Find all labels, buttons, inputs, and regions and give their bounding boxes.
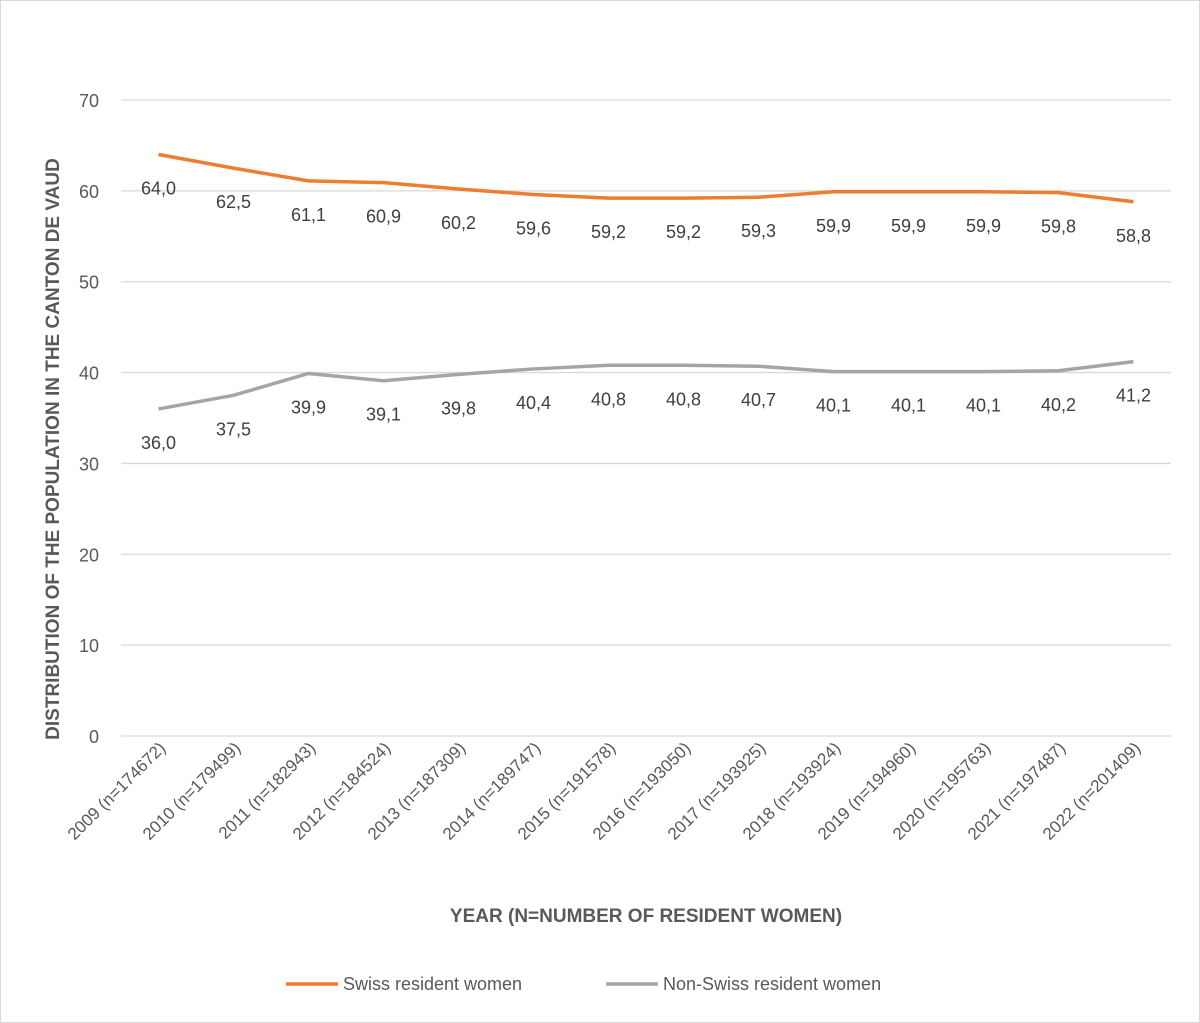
- data-label: 59,9: [816, 216, 851, 236]
- data-label: 40,4: [516, 393, 551, 413]
- data-label: 59,2: [591, 222, 626, 242]
- data-label: 59,2: [666, 222, 701, 242]
- data-label: 40,1: [966, 396, 1001, 416]
- data-label: 39,8: [441, 398, 476, 418]
- y-tick-label: 40: [79, 364, 99, 384]
- data-label: 61,1: [291, 205, 326, 225]
- series-line-non-swiss: [158, 359, 1134, 411]
- data-label: 62,5: [216, 192, 251, 212]
- data-label: 40,8: [591, 389, 626, 409]
- data-label: 40,2: [1041, 395, 1076, 415]
- legend: Swiss resident women Non-Swiss resident w…: [286, 974, 881, 994]
- data-label: 40,8: [666, 389, 701, 409]
- legend-label: Non-Swiss resident women: [663, 974, 881, 994]
- data-label: 60,2: [441, 213, 476, 233]
- x-axis-title: YEAR (N=NUMBER OF RESIDENT WOMEN): [450, 906, 842, 927]
- data-label: 58,8: [1116, 226, 1151, 246]
- data-label: 40,7: [741, 390, 776, 410]
- y-tick-label: 0: [89, 727, 99, 747]
- data-label: 37,5: [216, 419, 251, 439]
- data-label: 59,9: [891, 216, 926, 236]
- y-tick-label: 50: [79, 273, 99, 293]
- data-label: 39,9: [291, 397, 326, 417]
- data-label: 41,2: [1116, 386, 1151, 406]
- data-label: 59,8: [1041, 217, 1076, 237]
- data-label: 40,1: [891, 396, 926, 416]
- data-label: 59,9: [966, 216, 1001, 236]
- y-tick-label: 20: [79, 545, 99, 565]
- data-label: 59,6: [516, 218, 551, 238]
- series-line-swiss: [158, 152, 1134, 204]
- data-label: 39,1: [366, 405, 401, 425]
- data-label: 64,0: [141, 179, 176, 199]
- y-tick-label: 30: [79, 454, 99, 474]
- y-tick-label: 70: [79, 91, 99, 111]
- data-label: 59,3: [741, 221, 776, 241]
- data-label: 60,9: [366, 207, 401, 227]
- y-tick-label: 10: [79, 636, 99, 656]
- y-axis-title: DISTRIBUTION OF THE POPULATION IN THE CA…: [43, 158, 64, 740]
- data-label: 36,0: [141, 433, 176, 453]
- data-label: 40,1: [816, 396, 851, 416]
- legend-label: Swiss resident women: [343, 974, 522, 994]
- y-tick-label: 60: [79, 182, 99, 202]
